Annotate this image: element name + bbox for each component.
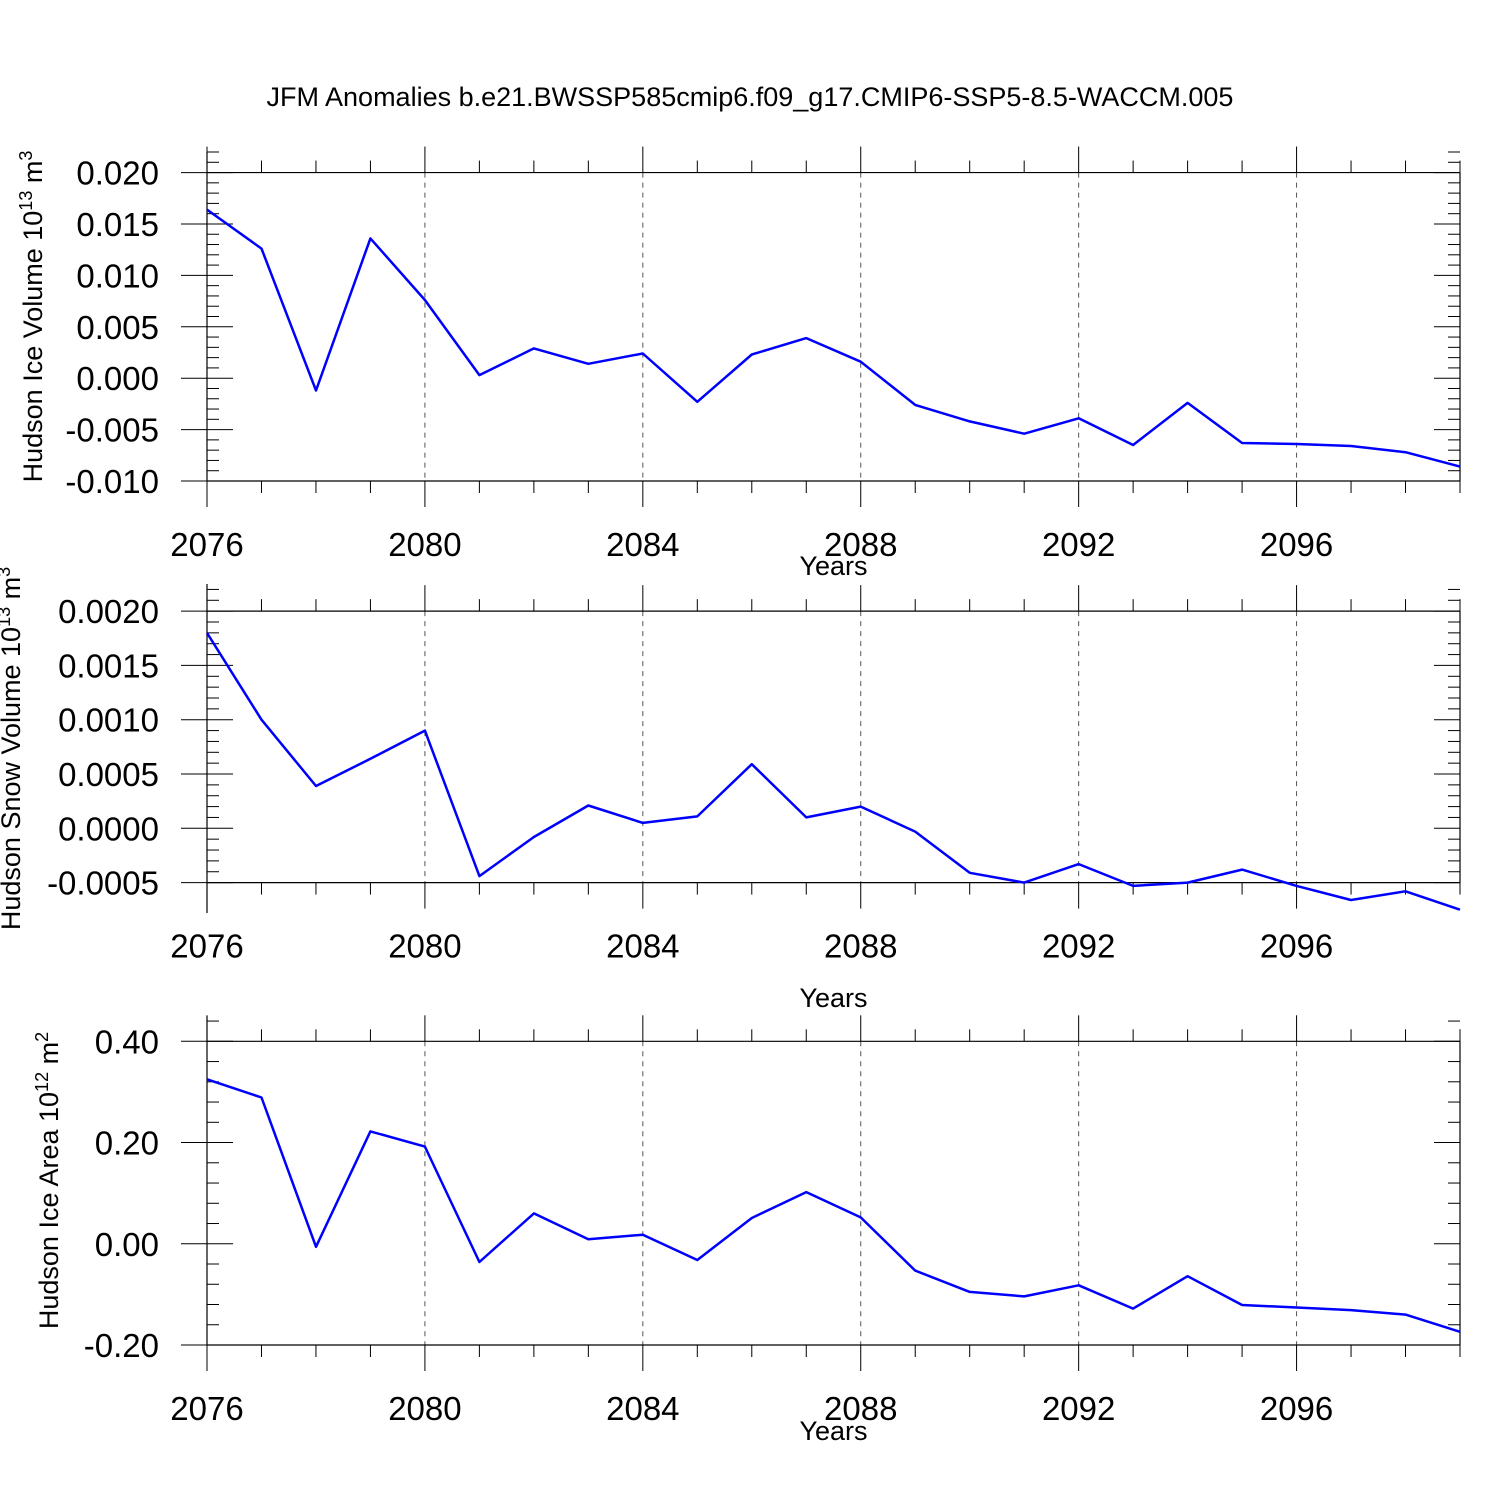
y-tick-label: 0.0010 [58, 702, 159, 739]
data-line-1 [206, 208, 1461, 468]
y-tick-label: 0.000 [76, 360, 159, 397]
y-tick-label: 0.005 [76, 309, 159, 346]
x-axis-label: Years [799, 551, 867, 581]
y-tick-label: -0.20 [84, 1327, 159, 1364]
x-tick-label: 2076 [170, 526, 243, 563]
y-axis-label-unit-exponent: 3 [0, 567, 14, 577]
data-line-3 [206, 1078, 1461, 1333]
x-tick-label: 2088 [824, 928, 897, 965]
y-axis-label: Hudson Ice Area 1012 m2 [32, 1032, 64, 1329]
x-tick-label: 2080 [388, 928, 461, 965]
y-axis-label-unit: m [18, 161, 48, 191]
x-tick-label: 2076 [170, 1390, 243, 1427]
y-tick-label: 0.015 [76, 206, 159, 243]
x-tick-label: 2076 [170, 928, 243, 965]
x-tick-label: 2080 [388, 1390, 461, 1427]
y-axis-label: Hudson Ice Volume 1013 m3 [16, 151, 48, 483]
y-tick-label: 0.0005 [58, 756, 159, 793]
x-tick-label: 2088 [824, 1390, 897, 1427]
y-axis-label-unit-exponent: 3 [16, 151, 36, 161]
y-tick-label: 0.0020 [58, 593, 159, 630]
x-tick-label: 2096 [1260, 526, 1333, 563]
x-axis-label: Years [799, 983, 867, 1013]
x-tick-label: 2084 [606, 1390, 679, 1427]
y-tick-label: -0.010 [65, 463, 159, 500]
y-axis-label-text: Hudson Ice Area 10 [34, 1092, 64, 1329]
chart-panel-3: -0.20 0.00 0.20 0.40 2076 2080 2084 2088 2092 209… [32, 1015, 1461, 1446]
y-tick-label: 0.020 [76, 155, 159, 192]
figure-title: JFM Anomalies b.e21.BWSSP585cmip6.f09_g1… [267, 82, 1234, 112]
y-axis-label-text: Hudson Ice Volume 10 [18, 211, 48, 483]
y-tick-label: -0.005 [65, 412, 159, 449]
chart-panel-2: -0.0005 0.0000 0.0005 0.0010 0.0015 0.0020 207… [0, 567, 1461, 1013]
y-tick-label: -0.0005 [47, 865, 159, 902]
y-tick-label: 0.010 [76, 257, 159, 294]
x-tick-label: 2092 [1042, 928, 1115, 965]
x-axis-label: Years [799, 1416, 867, 1446]
chart-panel-1: -0.010 -0.005 0.000 0.005 0.010 0.015 0.020 207… [16, 146, 1461, 581]
y-tick-label: 0.20 [95, 1125, 159, 1162]
y-axis-label-exponent: 13 [16, 191, 36, 211]
y-tick-label: 0.00 [95, 1226, 159, 1263]
x-tick-label: 2092 [1042, 1390, 1115, 1427]
x-tick-label: 2088 [824, 526, 897, 563]
y-tick-label: 0.0000 [58, 810, 159, 847]
y-axis-label-exponent: 12 [32, 1072, 52, 1092]
y-axis-label-unit-exponent: 2 [32, 1032, 52, 1042]
data-line-2 [205, 632, 1461, 911]
y-tick-label: 0.40 [95, 1023, 159, 1060]
x-tick-label: 2080 [388, 526, 461, 563]
y-axis-label: Hudson Snow Volume 1013 m3 [0, 567, 26, 930]
y-axis-label-text: Hudson Snow Volume 10 [0, 627, 26, 930]
x-tick-label: 2092 [1042, 526, 1115, 563]
x-tick-label: 2096 [1260, 928, 1333, 965]
x-tick-label: 2084 [606, 928, 679, 965]
y-axis-label-exponent: 13 [0, 607, 14, 627]
y-axis-label-unit: m [34, 1042, 64, 1072]
x-tick-label: 2084 [606, 526, 679, 563]
y-tick-label: 0.0015 [58, 647, 159, 684]
y-axis-label-unit: m [0, 577, 26, 607]
x-tick-label: 2096 [1260, 1390, 1333, 1427]
